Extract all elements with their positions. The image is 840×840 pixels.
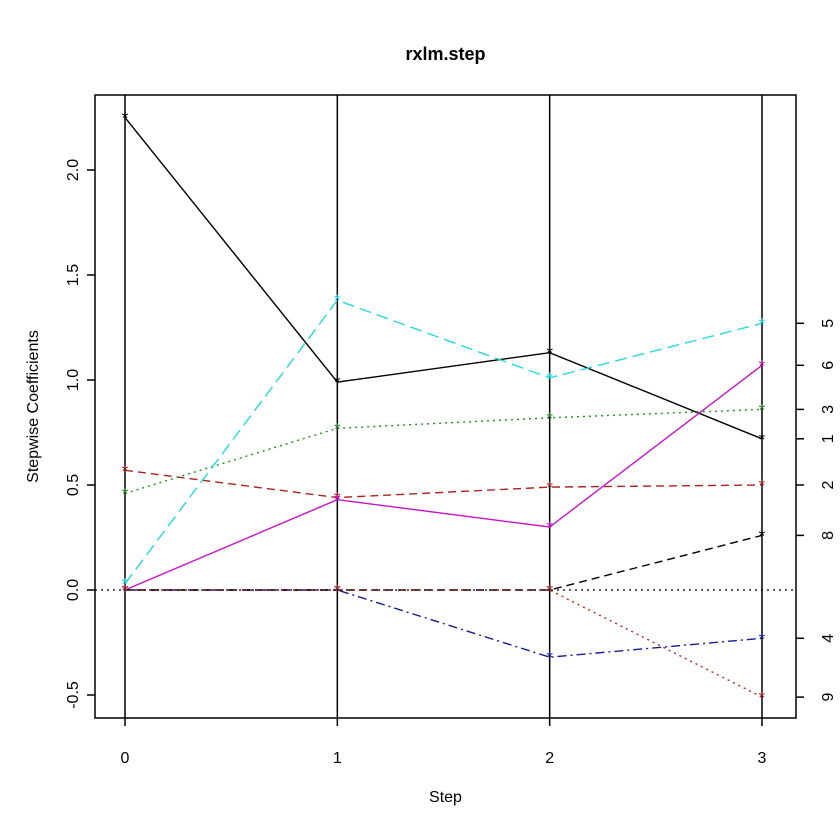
plot-border [94,94,797,719]
data-point-marker-4-step-1: * [334,581,341,600]
data-point-marker-1-step-0: * [122,109,129,128]
data-point-marker-8-step-1: * [334,581,341,600]
data-point-marker-9-step-0: * [122,581,129,600]
data-point-marker-5-step-1: * [334,291,341,310]
x-axis-tick-label: 3 [758,750,767,767]
y-axis-tick-label: 1.0 [65,369,82,391]
data-point-marker-1-step-3: * [759,430,766,449]
data-point-marker-2-step-1: * [334,489,341,508]
series-line-5 [124,299,763,585]
y-axis-tick-label: 1.5 [65,264,82,286]
data-point-marker-5-step-3: * [759,314,766,333]
data-point-marker-4-step-2: * [546,648,553,667]
right-axis-series-label-5: 5 [820,319,837,328]
data-point-marker-6-step-3: * [759,356,766,375]
right-axis-series-label-3: 3 [820,405,837,414]
data-point-marker-6-step-1: * [334,491,341,510]
data-point-marker-9-step-1: * [334,581,341,600]
data-point-marker-8-step-2: * [546,581,553,600]
series-line-6 [124,364,763,591]
right-axis-series-label-8: 8 [820,531,837,540]
right-axis-series-label-6: 6 [820,361,837,370]
y-axis-tick-label: -0.5 [65,681,82,709]
data-point-marker-1-step-2: * [546,344,553,363]
data-point-marker-5-step-2: * [546,369,553,388]
data-point-marker-1-step-1: * [334,373,341,392]
data-point-marker-8-step-3: * [759,526,766,545]
series-line-9 [125,589,763,698]
y-axis-tick-label: 2.0 [65,159,82,181]
data-point-marker-4-step-3: * [759,629,766,648]
data-point-marker-9-step-3: * [759,688,766,707]
data-point-marker-9-step-2: * [546,581,553,600]
x-axis-tick-label: 2 [545,750,554,767]
chart-title: rxlm.step [405,44,485,64]
x-axis-tick-label: 1 [333,750,342,767]
y-axis-tick-label: 0.5 [65,474,82,496]
data-point-marker-2-step-3: * [759,476,766,495]
data-point-marker-3-step-3: * [759,400,766,419]
data-point-marker-3-step-1: * [334,419,341,438]
series-line-1 [124,117,763,440]
right-axis-series-label-9: 9 [820,693,837,702]
data-point-marker-4-step-0: * [122,581,129,600]
data-point-marker-5-step-0: * [122,575,129,594]
y-axis-tick-label: 0.0 [65,579,82,601]
data-point-marker-3-step-2: * [546,409,553,428]
data-point-marker-6-step-0: * [122,581,129,600]
series-line-2 [124,469,762,499]
right-axis-series-label-4: 4 [820,634,837,643]
data-point-marker-2-step-2: * [546,478,553,497]
data-point-marker-3-step-0: * [122,484,129,503]
right-axis-series-label-2: 2 [820,480,837,489]
data-point-marker-6-step-2: * [546,518,553,537]
series-line-3 [124,408,763,495]
data-point-marker-8-step-0: * [122,581,129,600]
y-axis-title: Stepwise Coefficients [25,330,42,483]
x-axis-title: Step [429,789,462,806]
right-axis-series-label-1: 1 [820,434,837,443]
x-axis-tick-label: 0 [121,750,130,767]
data-point-marker-2-step-0: * [122,461,129,480]
